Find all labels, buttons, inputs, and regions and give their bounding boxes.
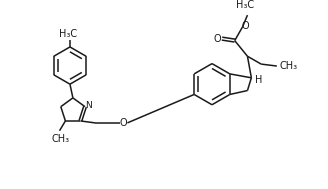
Text: O: O bbox=[242, 21, 249, 31]
Text: N: N bbox=[86, 101, 92, 110]
Text: H₃C: H₃C bbox=[59, 29, 77, 39]
Text: H₃C: H₃C bbox=[236, 0, 255, 10]
Text: O: O bbox=[213, 34, 221, 44]
Text: CH₃: CH₃ bbox=[279, 61, 298, 71]
Text: CH₃: CH₃ bbox=[51, 134, 70, 144]
Text: O: O bbox=[120, 118, 127, 128]
Text: H: H bbox=[255, 75, 262, 85]
